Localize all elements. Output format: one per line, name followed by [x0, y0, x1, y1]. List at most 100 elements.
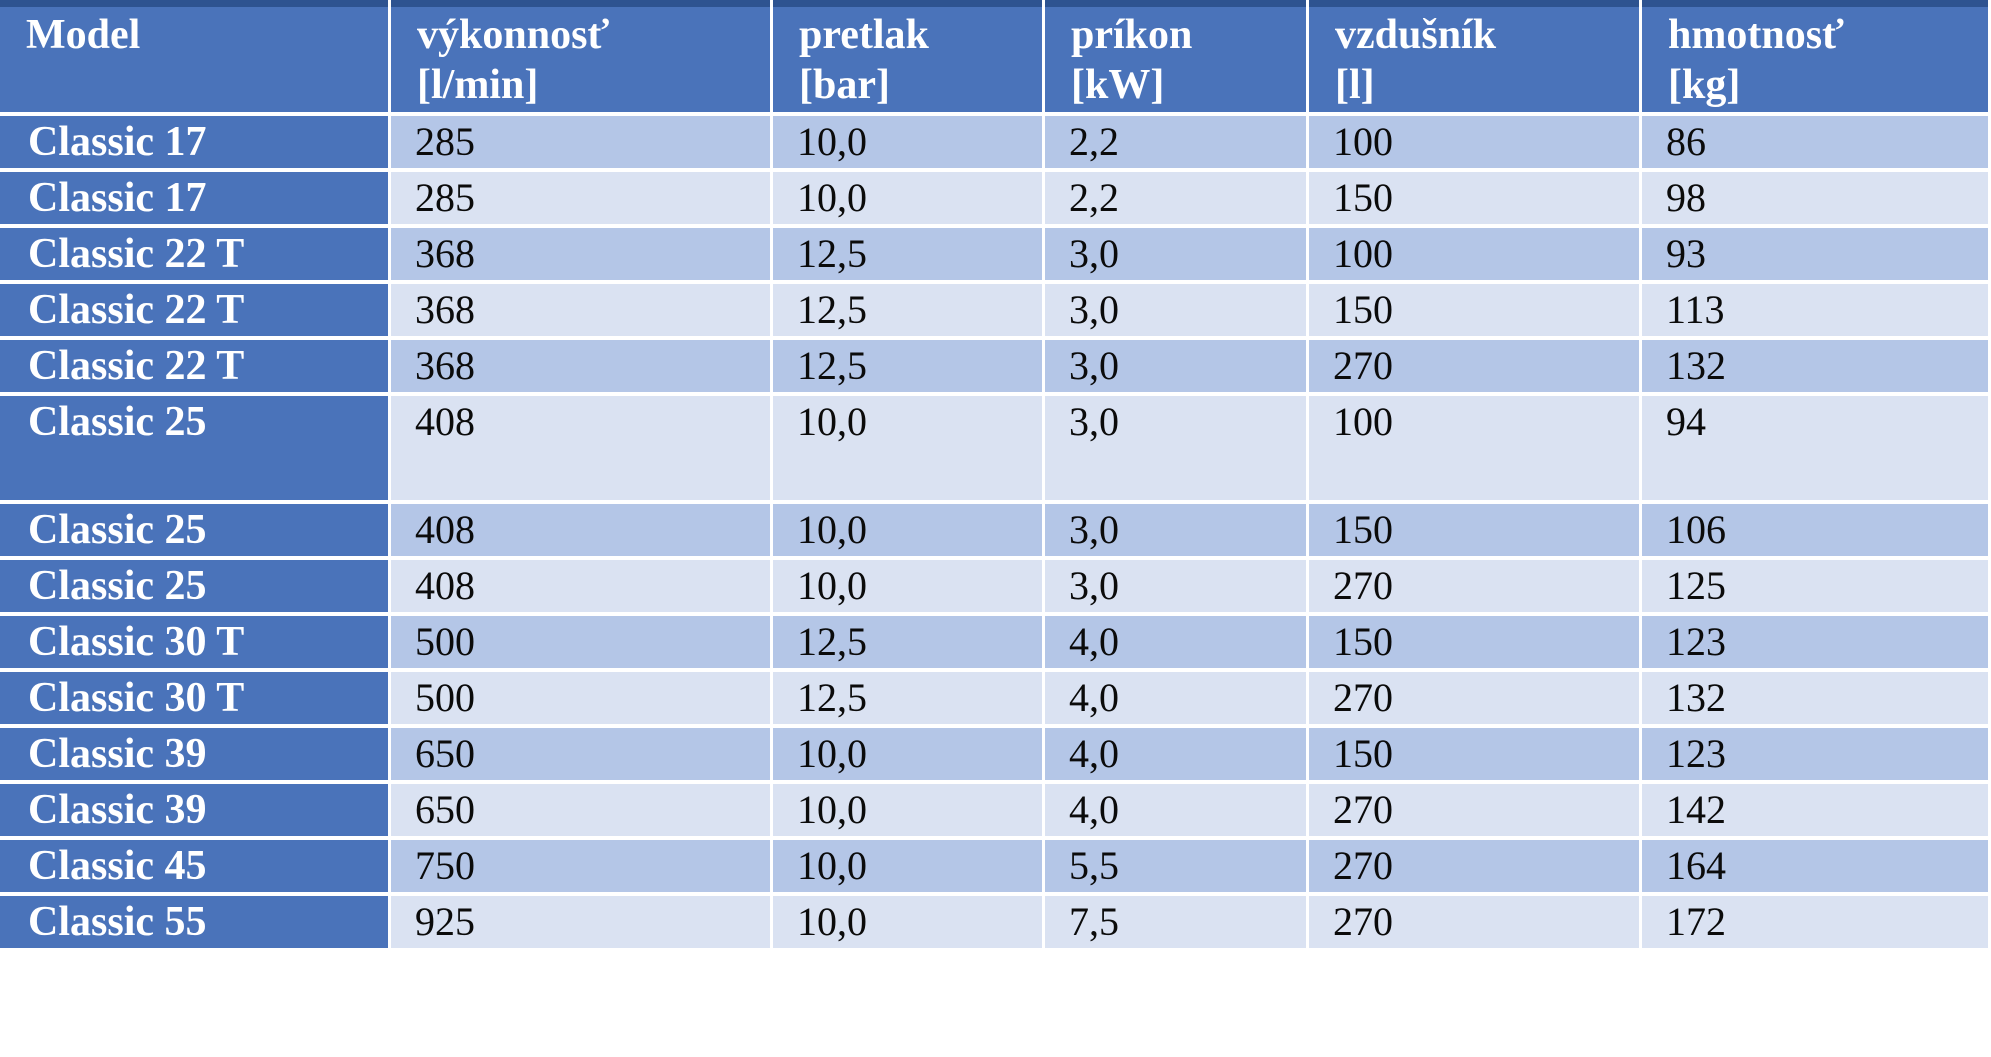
- model-cell: Classic 30 T: [0, 672, 388, 724]
- value-cell-pretlak: 10,0: [773, 396, 1042, 500]
- value-cell-prikon: 5,5: [1045, 840, 1306, 892]
- value-cell-prikon: 2,2: [1045, 172, 1306, 224]
- value-cell-hmotnost: 132: [1642, 340, 1988, 392]
- value-cell-hmotnost: 93: [1642, 228, 1988, 280]
- header-unit: [l/min]: [417, 62, 539, 108]
- value-cell-vykonnost: 500: [391, 616, 770, 668]
- value-cell-prikon: 3,0: [1045, 340, 1306, 392]
- header-unit: [kW]: [1071, 62, 1165, 108]
- value-cell-vzdusnik: 150: [1309, 504, 1639, 556]
- model-cell: Classic 17: [0, 116, 388, 168]
- header-unit: [bar]: [799, 62, 890, 108]
- header-cell-hmotnost: hmotnosť [kg]: [1642, 0, 1988, 112]
- value-cell-vykonnost: 750: [391, 840, 770, 892]
- value-cell-prikon: 3,0: [1045, 284, 1306, 336]
- value-cell-vykonnost: 368: [391, 340, 770, 392]
- value-cell-pretlak: 10,0: [773, 172, 1042, 224]
- value-cell-prikon: 7,5: [1045, 896, 1306, 948]
- value-cell-hmotnost: 94: [1642, 396, 1988, 500]
- value-cell-vykonnost: 408: [391, 504, 770, 556]
- value-cell-prikon: 3,0: [1045, 228, 1306, 280]
- model-cell: Classic 45: [0, 840, 388, 892]
- value-cell-pretlak: 12,5: [773, 616, 1042, 668]
- value-cell-pretlak: 10,0: [773, 784, 1042, 836]
- model-cell: Classic 30 T: [0, 616, 388, 668]
- value-cell-prikon: 4,0: [1045, 616, 1306, 668]
- value-cell-vykonnost: 408: [391, 396, 770, 500]
- value-cell-hmotnost: 106: [1642, 504, 1988, 556]
- value-cell-vzdusnik: 150: [1309, 172, 1639, 224]
- model-cell: Classic 22 T: [0, 284, 388, 336]
- value-cell-pretlak: 12,5: [773, 228, 1042, 280]
- value-cell-prikon: 2,2: [1045, 116, 1306, 168]
- header-cell-pretlak: pretlak [bar]: [773, 0, 1042, 112]
- value-cell-prikon: 3,0: [1045, 504, 1306, 556]
- header-cell-model: Model: [0, 0, 388, 112]
- value-cell-hmotnost: 98: [1642, 172, 1988, 224]
- value-cell-vzdusnik: 270: [1309, 340, 1639, 392]
- model-cell: Classic 25: [0, 504, 388, 556]
- value-cell-prikon: 4,0: [1045, 784, 1306, 836]
- value-cell-pretlak: 12,5: [773, 672, 1042, 724]
- value-cell-prikon: 3,0: [1045, 560, 1306, 612]
- value-cell-vykonnost: 650: [391, 784, 770, 836]
- value-cell-vykonnost: 285: [391, 116, 770, 168]
- value-cell-hmotnost: 86: [1642, 116, 1988, 168]
- value-cell-vzdusnik: 270: [1309, 560, 1639, 612]
- model-cell: Classic 22 T: [0, 228, 388, 280]
- value-cell-vzdusnik: 270: [1309, 840, 1639, 892]
- value-cell-vykonnost: 500: [391, 672, 770, 724]
- value-cell-vzdusnik: 270: [1309, 896, 1639, 948]
- value-cell-pretlak: 10,0: [773, 840, 1042, 892]
- header-label: príkon: [1071, 12, 1193, 58]
- value-cell-vzdusnik: 270: [1309, 784, 1639, 836]
- value-cell-vykonnost: 408: [391, 560, 770, 612]
- value-cell-vykonnost: 368: [391, 228, 770, 280]
- value-cell-hmotnost: 123: [1642, 616, 1988, 668]
- value-cell-pretlak: 12,5: [773, 340, 1042, 392]
- value-cell-vykonnost: 368: [391, 284, 770, 336]
- value-cell-hmotnost: 142: [1642, 784, 1988, 836]
- value-cell-pretlak: 10,0: [773, 728, 1042, 780]
- value-cell-prikon: 4,0: [1045, 672, 1306, 724]
- model-cell: Classic 25: [0, 560, 388, 612]
- value-cell-vzdusnik: 100: [1309, 396, 1639, 500]
- value-cell-vzdusnik: 100: [1309, 116, 1639, 168]
- header-cell-vzdusnik: vzdušník [l]: [1309, 0, 1639, 112]
- model-cell: Classic 55: [0, 896, 388, 948]
- header-label: hmotnosť: [1668, 12, 1844, 58]
- header-unit: [kg]: [1668, 62, 1741, 108]
- value-cell-hmotnost: 172: [1642, 896, 1988, 948]
- value-cell-vzdusnik: 150: [1309, 616, 1639, 668]
- model-cell: Classic 25: [0, 396, 388, 500]
- header-unit: [l]: [1335, 62, 1375, 108]
- model-cell: Classic 39: [0, 784, 388, 836]
- value-cell-vykonnost: 285: [391, 172, 770, 224]
- value-cell-pretlak: 10,0: [773, 896, 1042, 948]
- value-cell-vykonnost: 925: [391, 896, 770, 948]
- model-cell: Classic 22 T: [0, 340, 388, 392]
- header-label: výkonnosť: [417, 12, 610, 58]
- value-cell-pretlak: 10,0: [773, 116, 1042, 168]
- model-cell: Classic 39: [0, 728, 388, 780]
- value-cell-prikon: 3,0: [1045, 396, 1306, 500]
- value-cell-vzdusnik: 150: [1309, 284, 1639, 336]
- header-cell-prikon: príkon [kW]: [1045, 0, 1306, 112]
- model-cell: Classic 17: [0, 172, 388, 224]
- header-cell-vykonnost: výkonnosť [l/min]: [391, 0, 770, 112]
- header-label: Model: [26, 12, 141, 58]
- value-cell-hmotnost: 123: [1642, 728, 1988, 780]
- value-cell-vzdusnik: 150: [1309, 728, 1639, 780]
- value-cell-hmotnost: 125: [1642, 560, 1988, 612]
- value-cell-pretlak: 12,5: [773, 284, 1042, 336]
- value-cell-vzdusnik: 100: [1309, 228, 1639, 280]
- spec-table: Model výkonnosť [l/min] pretlak [bar] pr…: [0, 0, 1988, 948]
- value-cell-pretlak: 10,0: [773, 504, 1042, 556]
- value-cell-pretlak: 10,0: [773, 560, 1042, 612]
- value-cell-hmotnost: 113: [1642, 284, 1988, 336]
- value-cell-vykonnost: 650: [391, 728, 770, 780]
- value-cell-hmotnost: 132: [1642, 672, 1988, 724]
- header-label: pretlak: [799, 12, 929, 58]
- value-cell-vzdusnik: 270: [1309, 672, 1639, 724]
